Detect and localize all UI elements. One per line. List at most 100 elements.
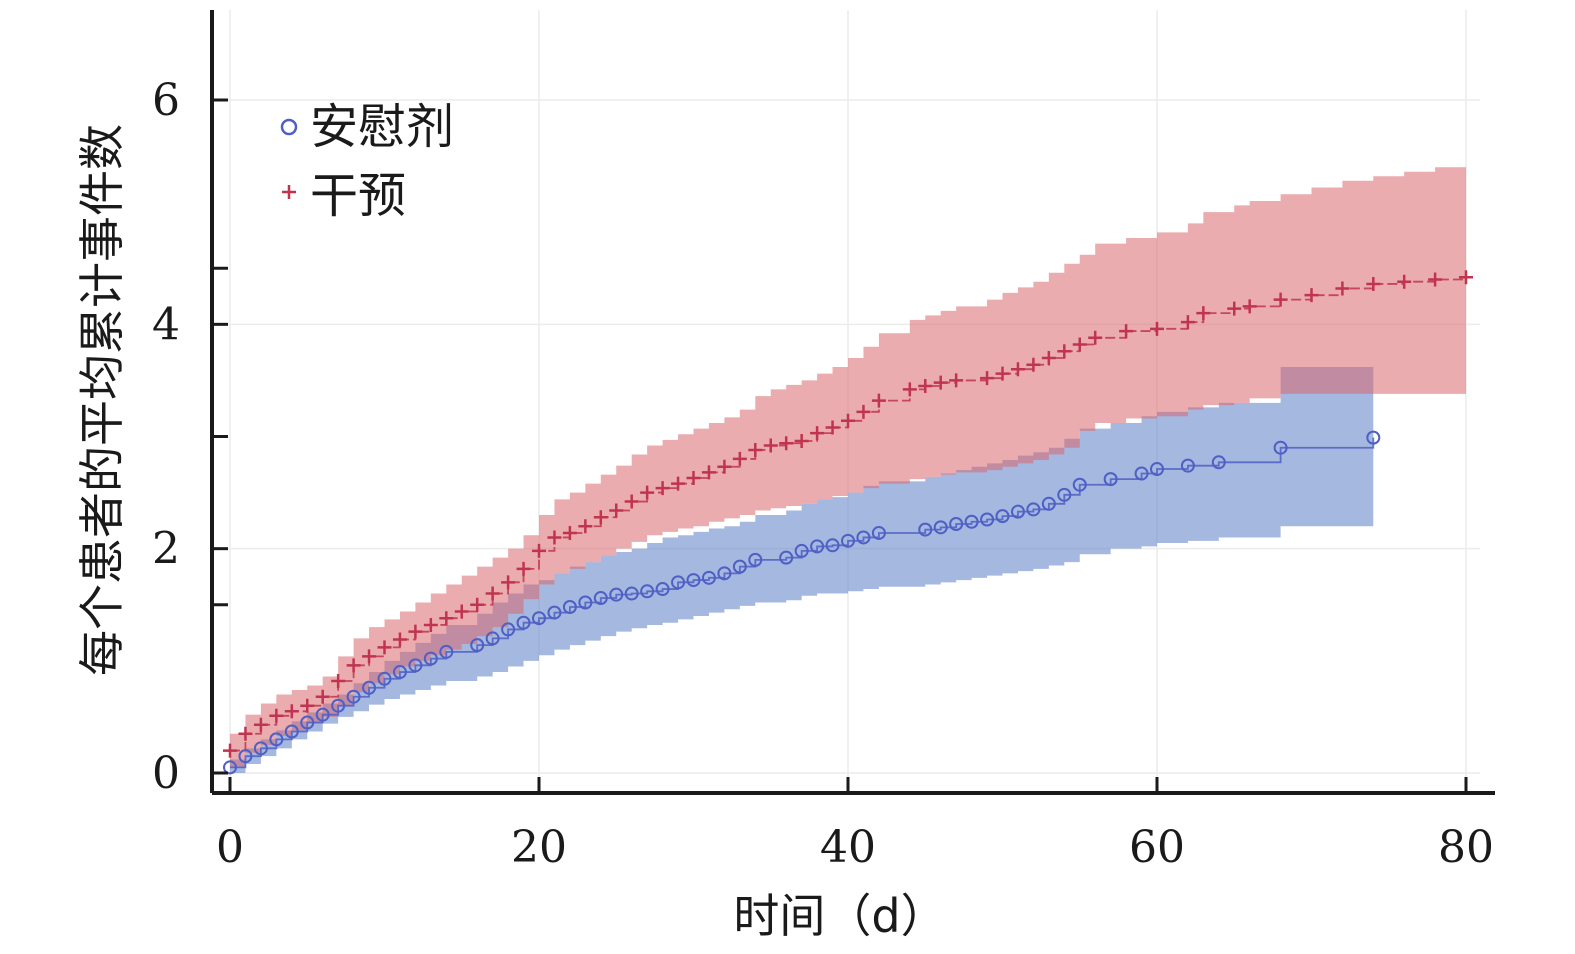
data-point-intervention <box>918 379 933 394</box>
data-point-placebo <box>810 539 825 554</box>
data-point-intervention <box>1273 292 1288 307</box>
data-point-placebo <box>732 559 747 574</box>
data-point-placebo <box>701 570 716 585</box>
data-point-intervention <box>470 597 485 612</box>
data-point-placebo <box>655 582 670 597</box>
data-point-placebo <box>825 538 840 553</box>
x-tick-label: 0 <box>216 822 244 873</box>
data-point-intervention <box>856 404 871 419</box>
data-point-intervention <box>841 413 855 428</box>
confidence-bands <box>230 162 1466 773</box>
data-point-intervention <box>1304 288 1319 303</box>
data-point-intervention <box>1088 330 1103 345</box>
data-point-intervention <box>408 624 423 639</box>
data-point-intervention <box>377 640 392 655</box>
data-point-intervention <box>655 481 670 496</box>
data-point-placebo <box>1211 455 1226 470</box>
data-point-intervention <box>532 543 546 558</box>
series-markers <box>223 270 1473 775</box>
data-point-intervention <box>763 438 778 453</box>
data-point-intervention <box>902 382 917 397</box>
data-point-intervention <box>392 632 407 647</box>
data-point-intervention <box>516 561 531 576</box>
data-point-intervention <box>223 743 237 758</box>
data-point-placebo <box>392 665 407 680</box>
data-point-intervention <box>1366 276 1381 291</box>
data-point-placebo <box>315 707 330 722</box>
data-point-intervention <box>1010 362 1025 377</box>
data-point-placebo <box>300 715 315 730</box>
data-point-placebo <box>470 638 485 653</box>
data-point-intervention <box>995 366 1010 381</box>
data-point-placebo <box>671 575 686 590</box>
data-point-placebo <box>423 651 438 666</box>
data-point-placebo <box>1010 504 1025 519</box>
data-point-intervention <box>1459 270 1473 285</box>
data-point-intervention <box>1041 350 1056 365</box>
data-point-intervention <box>640 485 655 500</box>
y-tick-label: 0 <box>152 748 180 799</box>
data-point-intervention <box>871 393 886 408</box>
confidence-band-series-1 <box>230 162 1466 768</box>
axes <box>210 10 1495 795</box>
data-point-intervention <box>315 689 330 704</box>
data-point-intervention <box>1026 357 1041 372</box>
data-point-intervention <box>701 465 716 480</box>
data-point-intervention <box>253 717 268 732</box>
data-point-placebo <box>408 658 423 673</box>
data-point-intervention <box>501 575 516 590</box>
legend-label-placebo: 安慰剂 <box>310 99 454 155</box>
data-point-placebo <box>624 586 639 601</box>
data-point-placebo <box>1134 466 1149 481</box>
data-point-intervention <box>547 530 562 545</box>
data-point-intervention <box>1180 315 1195 330</box>
data-point-placebo <box>794 543 809 558</box>
data-point-placebo <box>686 573 701 588</box>
data-point-placebo <box>362 680 377 695</box>
data-point-placebo <box>949 516 964 531</box>
data-point-intervention <box>562 525 577 540</box>
data-point-intervention <box>1242 299 1257 314</box>
data-point-intervention <box>423 617 438 632</box>
data-point-placebo <box>1057 487 1072 502</box>
data-point-intervention <box>686 471 701 486</box>
data-point-intervention <box>284 704 299 719</box>
x-tick-label: 60 <box>1129 822 1185 873</box>
data-point-placebo <box>377 671 392 686</box>
data-point-placebo <box>485 631 500 646</box>
data-point-intervention <box>980 371 995 386</box>
data-point-intervention <box>717 459 732 474</box>
y-axis-title: 每个患者的平均累计事件数 <box>75 124 129 676</box>
data-point-intervention <box>933 375 948 390</box>
data-point-placebo <box>547 605 562 620</box>
data-point-placebo <box>841 533 855 548</box>
legend-marker-intervention <box>282 185 296 199</box>
data-point-intervention <box>1150 321 1164 336</box>
data-point-intervention <box>300 698 315 713</box>
data-point-intervention <box>810 426 825 441</box>
data-point-intervention <box>1057 344 1072 359</box>
data-point-placebo <box>856 530 871 545</box>
data-point-placebo <box>284 724 299 739</box>
data-point-placebo <box>918 522 933 537</box>
data-point-placebo <box>532 611 546 626</box>
data-point-placebo <box>501 622 516 637</box>
data-point-intervention <box>732 451 747 466</box>
y-tick-label: 6 <box>152 75 180 126</box>
data-point-placebo <box>439 644 454 659</box>
data-point-placebo <box>609 587 624 602</box>
data-point-placebo <box>593 591 608 606</box>
data-point-placebo <box>1103 472 1118 487</box>
data-point-placebo <box>748 552 763 567</box>
data-point-intervention <box>485 586 500 601</box>
y-tick-label: 4 <box>152 299 180 350</box>
legend: 安慰剂 干预 <box>280 99 454 224</box>
data-point-intervention <box>1196 306 1211 321</box>
data-point-placebo <box>1026 502 1041 517</box>
data-point-intervention <box>1119 324 1134 339</box>
data-point-intervention <box>609 503 624 518</box>
data-point-placebo <box>871 525 886 540</box>
data-point-placebo <box>223 760 237 775</box>
data-point-placebo <box>578 595 593 610</box>
